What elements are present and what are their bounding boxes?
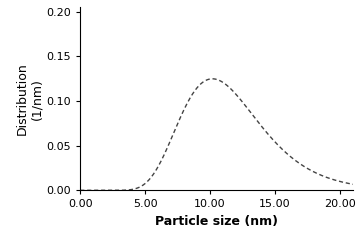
X-axis label: Particle size (nm): Particle size (nm) [155, 215, 278, 228]
Y-axis label: Distribution
(1/nm): Distribution (1/nm) [16, 62, 44, 135]
